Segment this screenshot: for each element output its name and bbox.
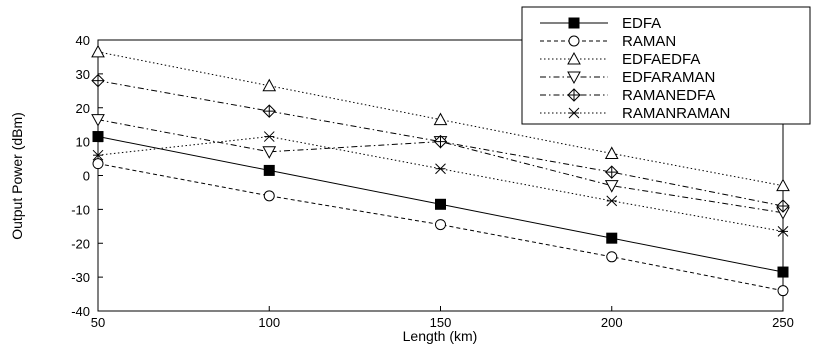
data-point-marker [262,78,277,92]
series-ramanedfa [91,73,790,213]
x-tick-label: 150 [430,315,452,330]
legend-label: RAMANRAMAN [622,105,730,122]
series-ramanraman [92,131,789,237]
x-tick-label: 100 [258,315,280,330]
legend-item: EDFARAMAN [540,69,715,86]
data-point-marker [606,251,618,263]
series-edfa [92,131,789,278]
data-point-marker [435,198,446,210]
legend-item: EDFA [540,15,661,32]
data-point-marker [567,71,581,85]
y-tick-label: -20 [71,236,90,251]
data-point-marker [435,219,446,231]
data-point-marker [568,35,580,47]
data-point-marker [567,51,581,65]
data-point-marker [92,158,104,170]
legend-item: EDFAEDFA [540,51,700,68]
series-line [97,136,784,232]
series-edfaedfa [91,44,790,192]
data-point-marker [604,146,619,159]
y-tick-label: 20 [76,101,90,116]
y-axis-title: Output Power (dBm) [9,112,25,240]
x-axis-title: Length (km) [403,328,478,344]
data-point-marker [92,131,104,143]
data-point-marker [568,17,580,29]
y-tick-label: -40 [71,304,90,319]
legend-label: RAMANEDFA [622,87,715,104]
y-tick-label: -10 [71,202,90,217]
x-tick-label: 250 [772,315,794,330]
series-raman [92,158,789,297]
data-point-marker [262,146,277,159]
data-point-marker [263,164,275,176]
legend: EDFARAMANEDFAEDFAEDFARAMANRAMANEDFARAMAN… [521,6,811,125]
legend-item: RAMAN [540,33,676,50]
data-point-marker [604,180,619,193]
legend-label: EDFARAMAN [622,69,715,86]
legend-label: EDFAEDFA [622,51,700,68]
legend-item: RAMANRAMAN [540,105,730,122]
data-point-marker [263,190,275,202]
data-point-marker [91,44,105,58]
y-tick-label: 10 [76,135,90,150]
series-layer [91,44,790,297]
axis-ticks: 50 100 150 200 250 -40 -30 -20 -10 0 10 20 30 40 [71,33,794,330]
legend-label: RAMAN [622,33,676,50]
y-tick-label: -30 [71,270,90,285]
data-point-marker [776,178,790,192]
y-tick-label: 30 [76,67,90,82]
legend-label: EDFA [622,15,661,32]
y-tick-label: 0 [83,169,90,184]
data-point-marker [777,285,789,297]
y-tick-label: 40 [76,33,90,48]
data-point-marker [777,266,789,278]
x-tick-label: 200 [601,315,623,330]
data-point-marker [606,232,618,244]
data-point-marker [91,114,105,127]
legend-item: RAMANEDFA [540,87,715,104]
data-point-marker [433,112,448,126]
x-tick-label: 50 [91,315,105,330]
